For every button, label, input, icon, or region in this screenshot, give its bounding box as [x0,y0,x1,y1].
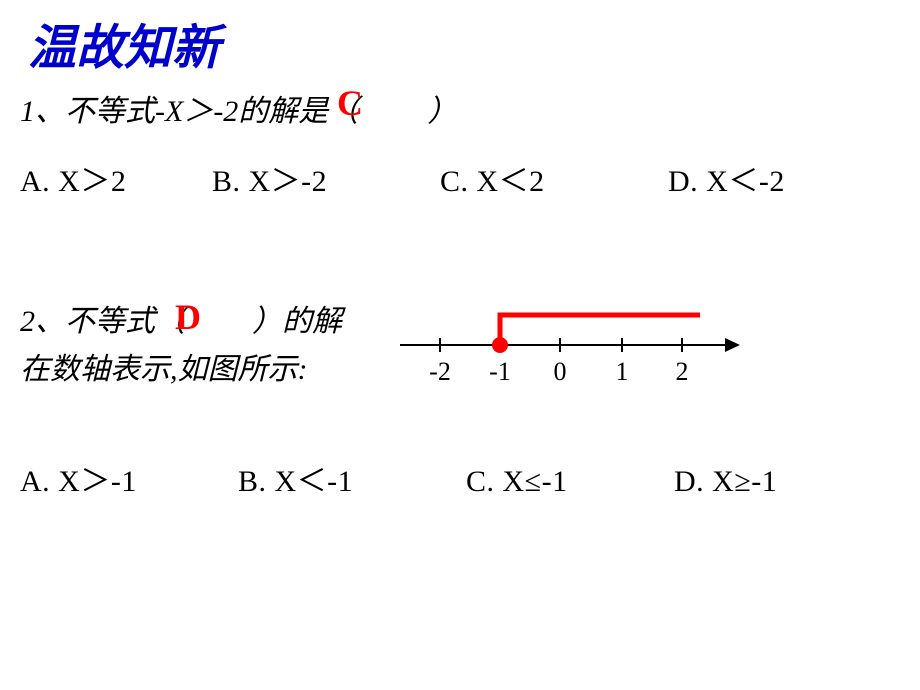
svg-text:1: 1 [616,357,629,386]
q2-optC: C. X≤-1 [466,465,666,499]
q2-answer: D [175,296,201,338]
svg-text:2: 2 [676,357,689,386]
q1-answer: C [337,82,363,124]
q2-optA: A. X＞-1 [20,456,230,500]
q1-stem: 1、不等式-X＞-2的解是（ ） [20,86,457,130]
page-title: 温故知新 [28,8,220,78]
q2-optD: D. X≥-1 [674,465,777,499]
q2-optB: B. X＜-1 [238,456,458,500]
svg-text:-1: -1 [489,357,511,386]
q1-optB: B. X＞-2 [212,156,432,200]
svg-text:0: 0 [554,357,567,386]
number-line: -2 -1 0 1 2 [400,300,770,390]
q2-stem1-before: 2、不等式（ [20,305,185,338]
q1-options: A. X＞2 B. X＞-2 C. X＜2 D. X＜-2 [20,156,785,200]
q2-stem1-after: ）的解 [252,305,342,338]
svg-text:-2: -2 [429,357,451,386]
q2-stem-line2: 在数轴表示,如图所示: [20,344,308,388]
q1-optC: C. X＜2 [440,156,660,200]
q1-stem-before: 1、不等式-X＞-2的解是（ [20,95,358,128]
q2-options: A. X＞-1 B. X＜-1 C. X≤-1 D. X≥-1 [20,456,777,500]
q1-optD: D. X＜-2 [668,156,785,200]
q1-stem-after: ） [427,95,457,128]
q1-optA: A. X＞2 [20,156,204,200]
